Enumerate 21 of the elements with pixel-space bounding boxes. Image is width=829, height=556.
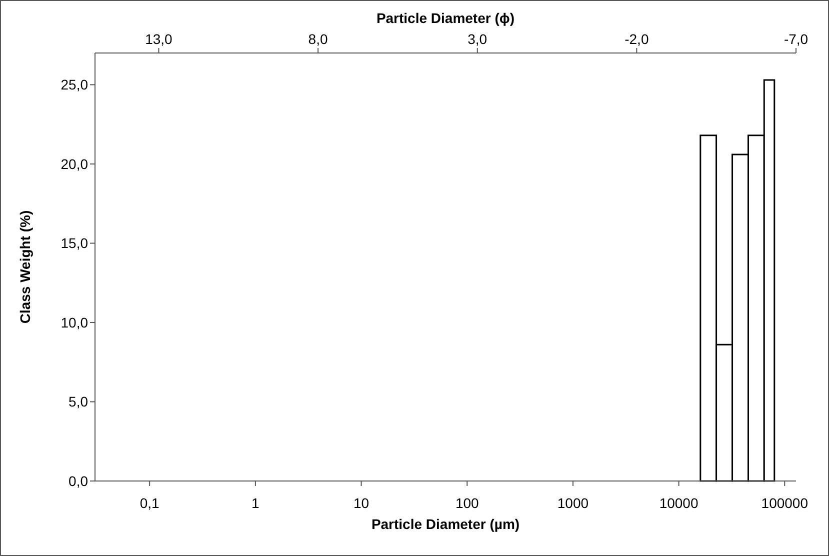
x-axis-title: Particle Diameter (µm) bbox=[371, 516, 520, 532]
x2-tick-label: 3,0 bbox=[468, 31, 488, 47]
x-tick-label: 100 bbox=[455, 494, 480, 511]
x-tick-label: 10 bbox=[353, 494, 370, 511]
y-tick-label: 10,0 bbox=[60, 314, 88, 330]
y-tick-label: 25,0 bbox=[60, 76, 88, 93]
y-tick-label: 20,0 bbox=[60, 156, 88, 172]
x2-axis-title: Particle Diameter (ϕ) bbox=[376, 10, 515, 26]
x-tick-label: 10000 bbox=[659, 494, 698, 511]
y-tick-label: 15,0 bbox=[60, 235, 88, 252]
x-tick-label: 1 bbox=[252, 494, 260, 511]
y-tick-label: 0,0 bbox=[68, 472, 88, 489]
y-tick-label: 5,0 bbox=[68, 394, 88, 410]
x-tick-label: 100000 bbox=[761, 494, 808, 511]
x-tick-label: 1000 bbox=[557, 494, 589, 511]
x2-tick-label: 13,0 bbox=[145, 31, 173, 47]
x2-tick-label: -7,0 bbox=[784, 31, 808, 47]
x-tick-label: 0,1 bbox=[140, 494, 160, 511]
y-axis-title: Class Weight (%) bbox=[16, 210, 33, 324]
x2-tick-label: -2,0 bbox=[624, 31, 649, 47]
x2-tick-label: 8,0 bbox=[308, 31, 328, 47]
